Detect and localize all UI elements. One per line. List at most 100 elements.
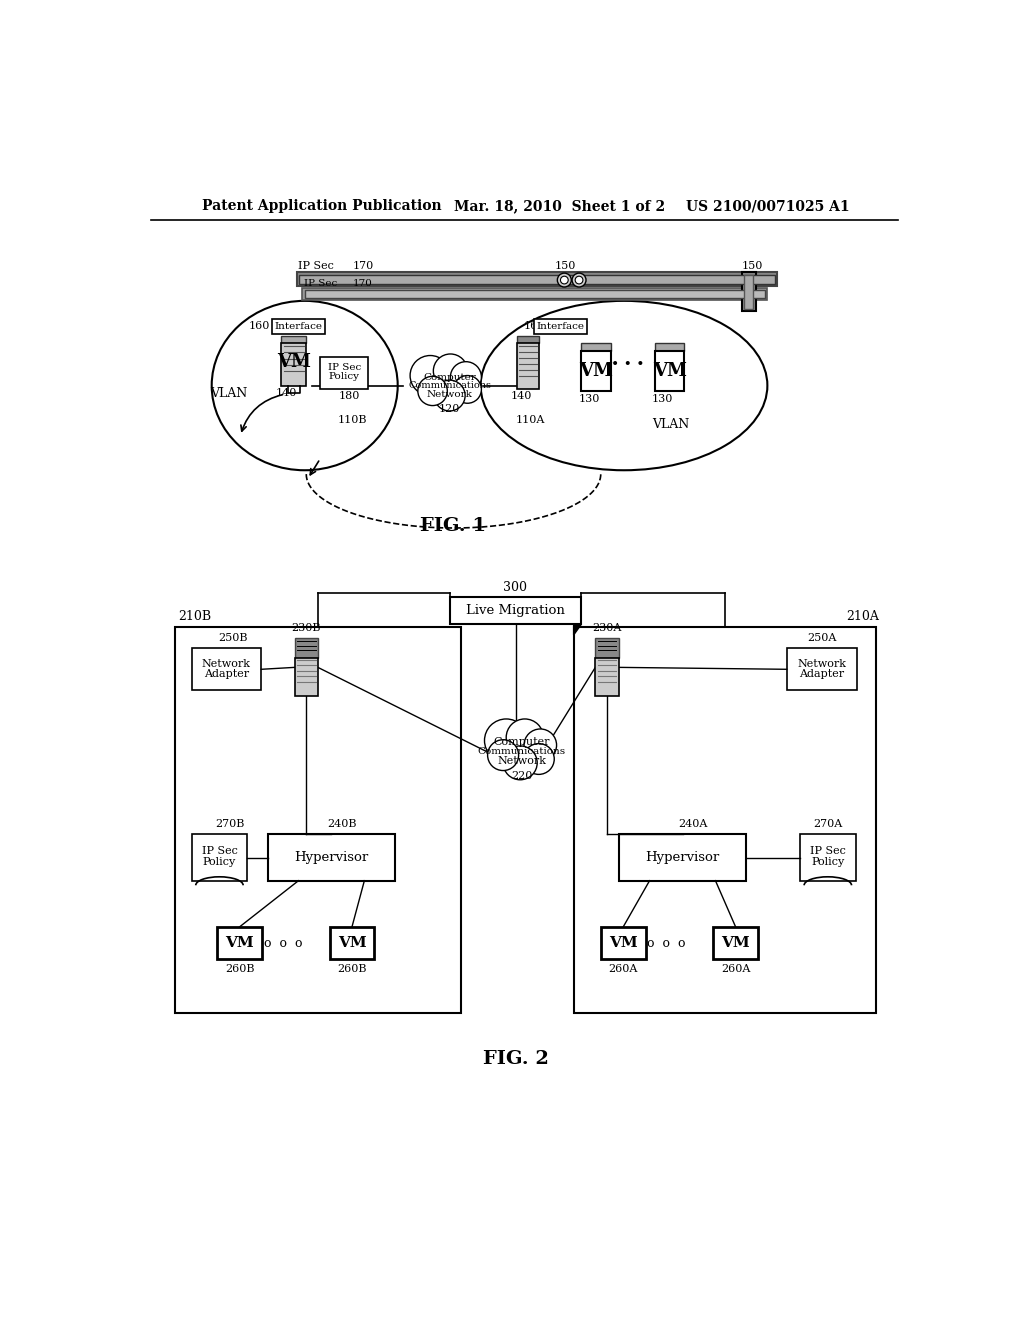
Text: Interface: Interface <box>537 322 585 331</box>
Circle shape <box>557 273 571 286</box>
Text: Policy: Policy <box>811 857 845 867</box>
Text: 250A: 250A <box>807 634 837 643</box>
Text: Computer: Computer <box>423 372 476 381</box>
Bar <box>299 275 775 284</box>
Text: IP Sec: IP Sec <box>202 846 238 857</box>
Text: Computer: Computer <box>494 737 550 747</box>
Circle shape <box>503 746 538 780</box>
Bar <box>450 597 582 624</box>
Ellipse shape <box>480 301 767 470</box>
Bar <box>272 318 325 334</box>
Text: 110A: 110A <box>515 416 545 425</box>
Bar <box>305 290 765 298</box>
Bar <box>517 343 539 389</box>
Text: IP Sec: IP Sec <box>328 363 360 372</box>
Text: 240A: 240A <box>679 820 708 829</box>
Text: 120: 120 <box>439 404 461 413</box>
Bar <box>297 272 777 286</box>
Text: 160: 160 <box>523 321 545 331</box>
Circle shape <box>523 743 554 775</box>
Text: 220: 220 <box>511 771 532 781</box>
Text: 300: 300 <box>504 581 527 594</box>
Text: VM: VM <box>225 936 254 950</box>
Circle shape <box>560 276 568 284</box>
Text: Mar. 18, 2010  Sheet 1 of 2: Mar. 18, 2010 Sheet 1 of 2 <box>454 199 665 213</box>
Text: 210A: 210A <box>847 610 880 623</box>
Bar <box>573 627 876 1014</box>
Text: 260B: 260B <box>225 964 254 974</box>
Text: Network: Network <box>202 659 251 668</box>
Text: US 2100/0071025 A1: US 2100/0071025 A1 <box>686 199 850 213</box>
Bar <box>786 648 856 690</box>
Text: 110B: 110B <box>338 416 368 425</box>
Text: VLAN: VLAN <box>210 387 248 400</box>
Text: 140: 140 <box>511 391 532 400</box>
Circle shape <box>524 729 557 762</box>
Text: FIG. 2: FIG. 2 <box>482 1051 549 1068</box>
Text: VLAN: VLAN <box>652 417 689 430</box>
Text: 160: 160 <box>249 321 270 331</box>
Text: VM: VM <box>609 936 638 950</box>
Text: Live Migration: Live Migration <box>466 605 565 618</box>
Text: 170: 170 <box>352 279 373 288</box>
Text: o  o  o: o o o <box>264 936 302 949</box>
Bar <box>295 659 317 696</box>
Text: Communications: Communications <box>409 381 492 389</box>
Text: Network: Network <box>797 659 846 668</box>
Ellipse shape <box>212 301 397 470</box>
Bar <box>601 927 646 960</box>
Text: Communications: Communications <box>477 747 566 756</box>
Text: Network: Network <box>427 389 472 399</box>
Bar <box>330 927 375 960</box>
Bar <box>582 343 611 351</box>
Text: 150: 150 <box>741 261 763 271</box>
Text: Adapter: Adapter <box>799 669 844 680</box>
Circle shape <box>451 362 481 392</box>
Circle shape <box>454 376 481 404</box>
Text: 250B: 250B <box>219 634 248 643</box>
Text: 210B: 210B <box>178 610 212 623</box>
Text: Adapter: Adapter <box>204 669 249 680</box>
Text: Hypervisor: Hypervisor <box>294 851 369 865</box>
Bar <box>321 358 369 389</box>
Circle shape <box>410 355 451 396</box>
Bar <box>174 627 461 1014</box>
Text: 270B: 270B <box>216 820 245 829</box>
Text: VM: VM <box>276 354 311 371</box>
Text: VM: VM <box>580 362 613 380</box>
Text: Policy: Policy <box>329 372 359 380</box>
Bar <box>595 659 618 696</box>
Text: IP Sec: IP Sec <box>304 279 337 288</box>
Text: VM: VM <box>338 936 367 950</box>
Text: Interface: Interface <box>274 322 323 331</box>
Bar <box>595 638 618 659</box>
Text: 170: 170 <box>352 261 374 271</box>
Bar <box>535 318 587 334</box>
Bar <box>217 927 262 960</box>
Bar <box>282 335 306 343</box>
Text: Policy: Policy <box>203 857 237 867</box>
Bar <box>302 288 767 300</box>
Text: IP Sec: IP Sec <box>299 261 335 271</box>
Text: Hypervisor: Hypervisor <box>645 851 720 865</box>
Text: FIG. 1: FIG. 1 <box>421 517 486 536</box>
Text: 130: 130 <box>652 393 674 404</box>
Circle shape <box>433 354 467 388</box>
Text: Network: Network <box>498 755 546 766</box>
Circle shape <box>506 719 544 756</box>
Bar <box>267 834 395 880</box>
Bar <box>713 927 758 960</box>
Circle shape <box>572 273 586 286</box>
Bar <box>191 834 248 880</box>
Bar <box>191 648 261 690</box>
Circle shape <box>487 739 518 771</box>
Bar <box>741 272 756 312</box>
Bar <box>655 343 684 351</box>
Text: 140: 140 <box>275 388 297 399</box>
Bar <box>618 834 746 880</box>
Text: Patent Application Publication: Patent Application Publication <box>202 199 441 213</box>
Text: 230A: 230A <box>592 623 622 634</box>
Bar <box>655 351 684 391</box>
Circle shape <box>484 719 528 762</box>
Bar <box>282 343 306 385</box>
